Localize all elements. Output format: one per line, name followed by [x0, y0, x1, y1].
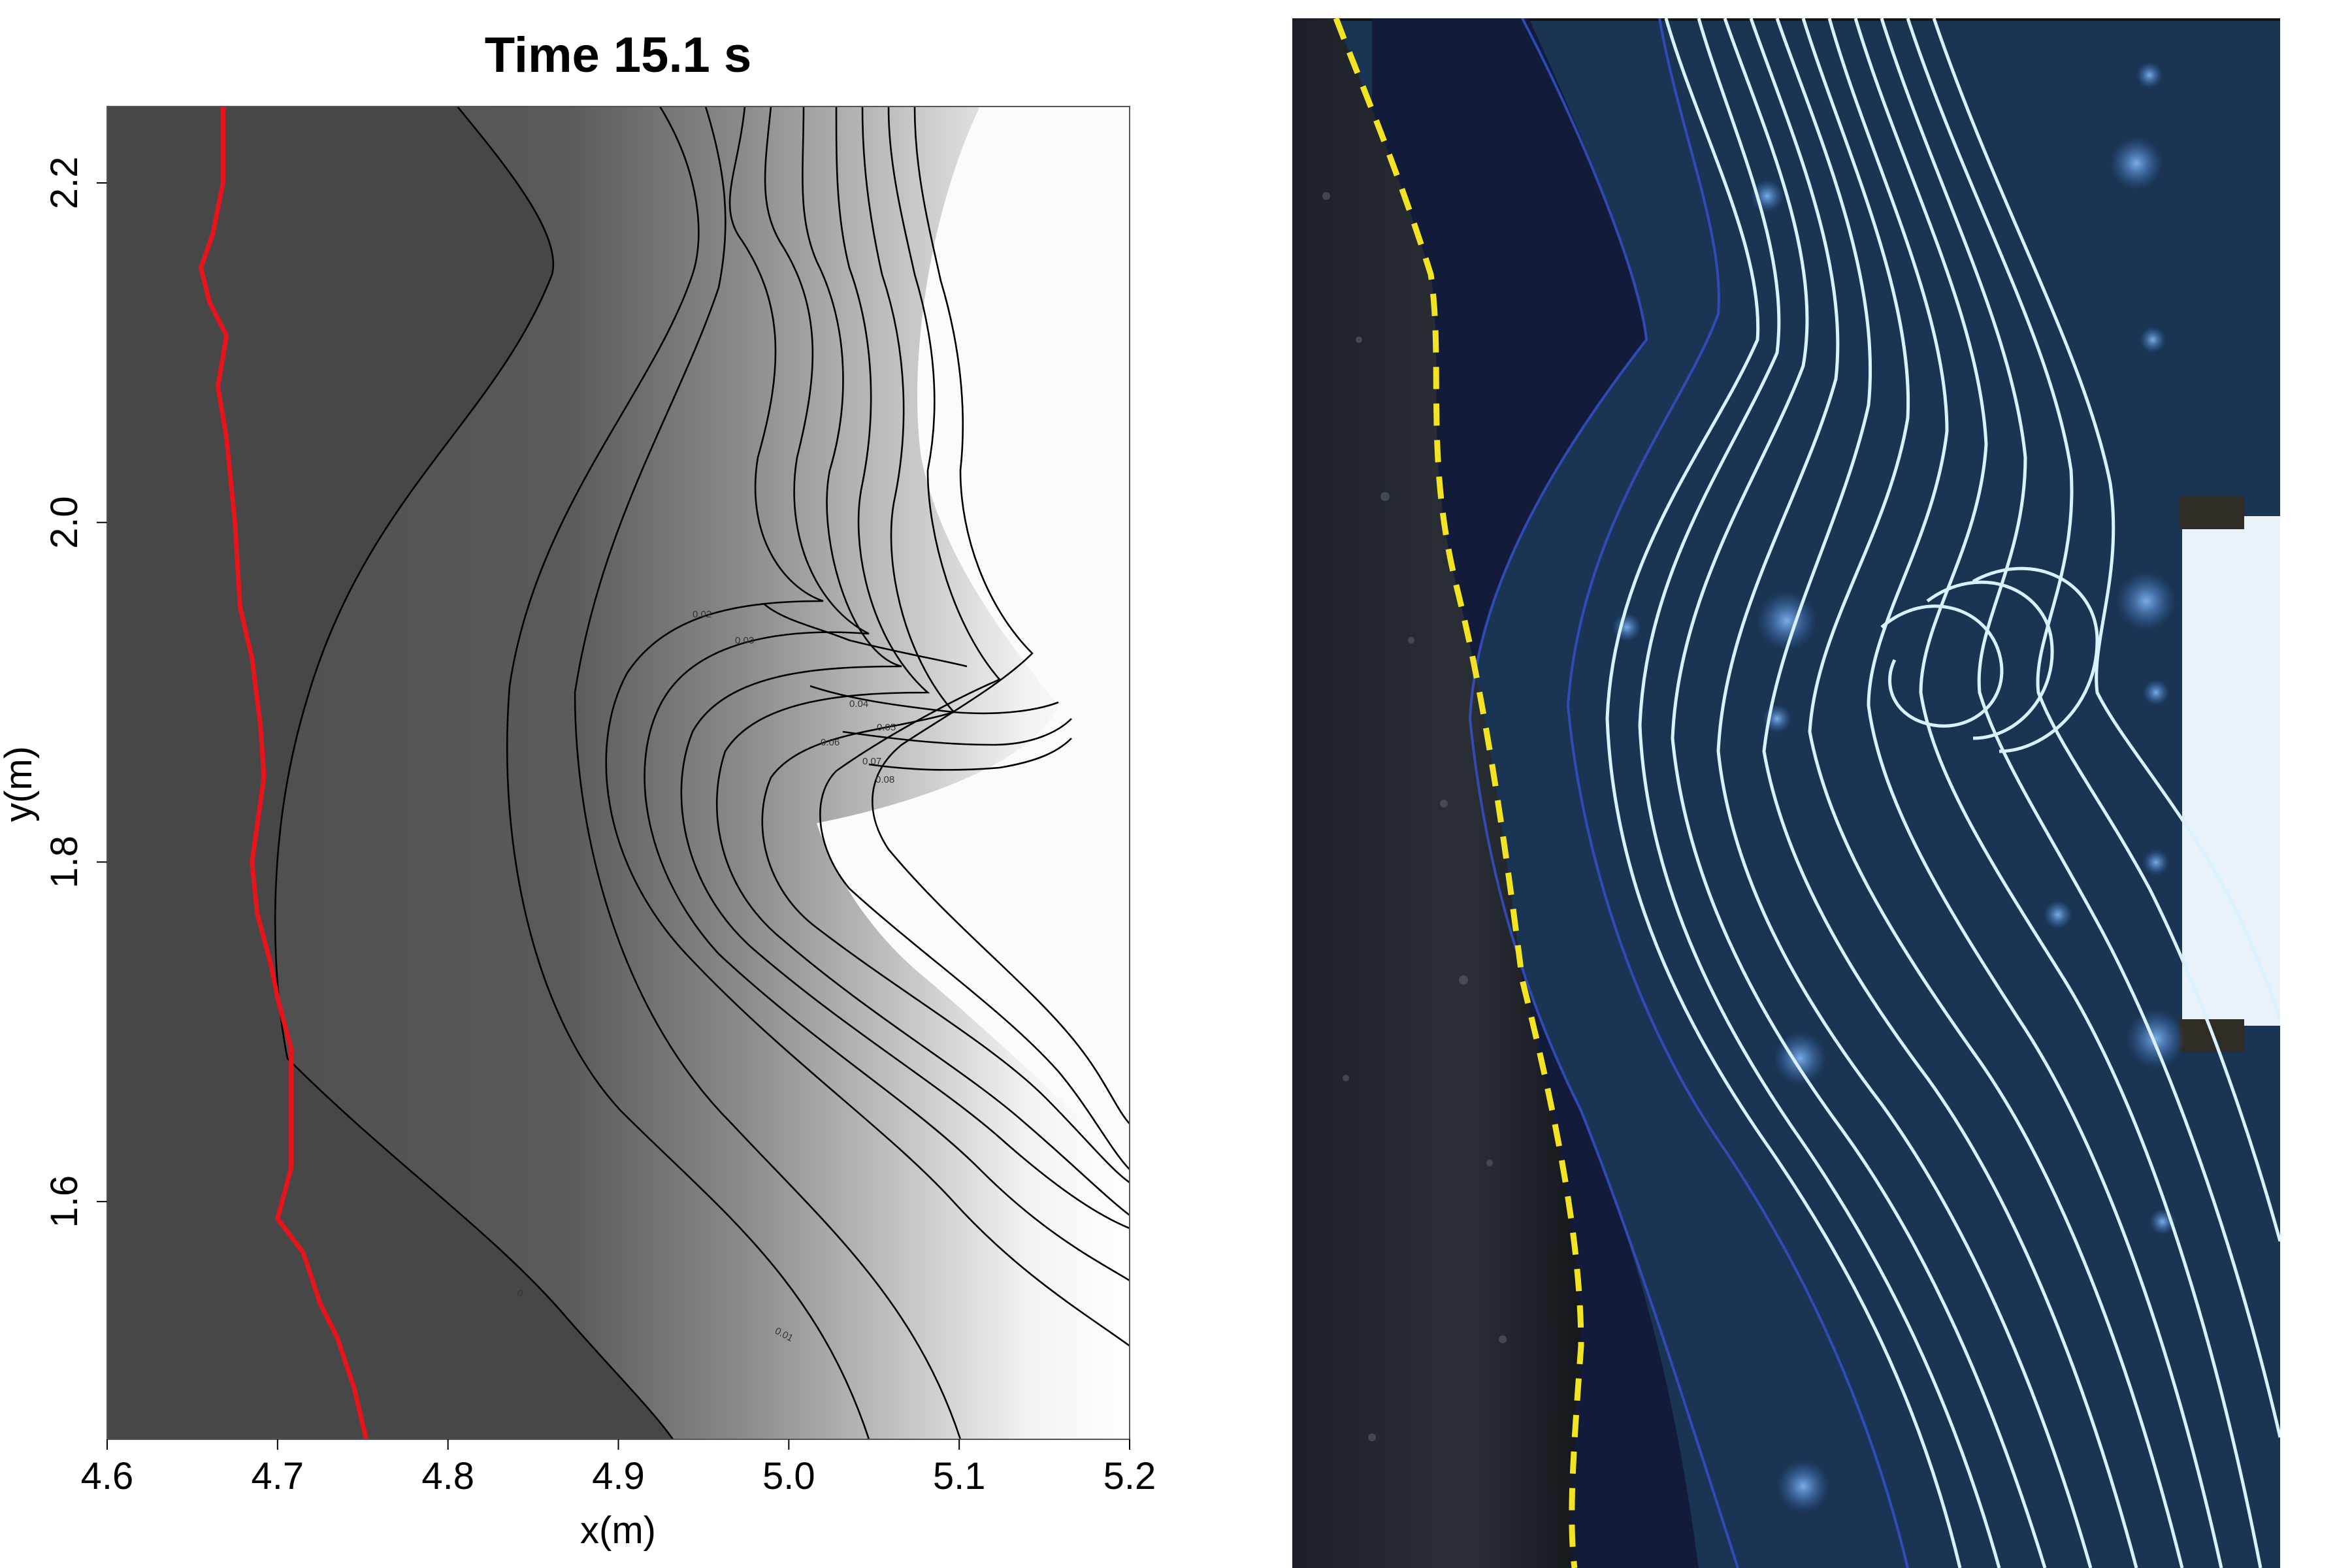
experiment-photo	[1292, 18, 2280, 1568]
photo-white-line	[1906, 18, 2280, 1242]
photo-white-line	[1716, 18, 2093, 1568]
contour-lines	[274, 106, 1130, 1439]
photo-white-line	[1671, 18, 2047, 1568]
y-axis: 1.6 1.8 2.0 2.2	[43, 157, 107, 1228]
contour-line	[715, 106, 1130, 1217]
plot-area: 0 0.01 0.02 0.03 0.04 0.05 0.06 0.07 0.0…	[107, 106, 1130, 1439]
contour-line	[764, 604, 968, 668]
light-spot	[2044, 900, 2072, 929]
light-spot	[2110, 137, 2163, 189]
x-tick-label: 4.6	[81, 1455, 134, 1497]
photo-white-line	[1854, 18, 2262, 1568]
y-tick-label: 1.6	[43, 1175, 86, 1228]
contour-label: 0.05	[877, 722, 896, 733]
rock-speck	[1486, 1160, 1493, 1166]
white-region	[817, 106, 1130, 1163]
rock-speck	[1459, 975, 1468, 985]
light-spot	[2143, 849, 2169, 875]
contour-line	[868, 738, 1072, 771]
photo-white-lines	[1605, 18, 2280, 1568]
contour-label: 0.02	[693, 609, 711, 620]
photo-white-line	[1801, 18, 2184, 1568]
contour-line	[680, 106, 1130, 1230]
photo-white-line	[1827, 18, 2223, 1568]
photo-top-bar	[1292, 18, 2280, 21]
x-tick-label: 5.0	[762, 1455, 815, 1497]
contour-line	[506, 106, 870, 1439]
x-tick-label: 5.1	[933, 1455, 986, 1497]
y-tick-label: 2.0	[43, 496, 86, 549]
rock-speck	[1343, 1075, 1349, 1081]
photo-blue-line	[1468, 18, 1739, 1568]
photo-blue-line	[1566, 18, 1909, 1568]
contour-line	[644, 106, 1130, 1282]
light-spot	[2117, 572, 2176, 630]
shoreline	[198, 106, 368, 1439]
light-spot	[1757, 591, 1816, 650]
contour-line	[605, 106, 1130, 1347]
y-axis-label: y(m)	[0, 746, 40, 822]
photo-white-line	[1880, 604, 2004, 728]
x-axis-label: x(m)	[580, 1509, 656, 1552]
photo-blue-lines	[1468, 18, 1909, 1568]
light-spot	[2140, 327, 2166, 353]
photo-white-line	[1638, 18, 2001, 1568]
photo-white-plate	[2182, 516, 2280, 1026]
contour-label: 0.04	[849, 698, 868, 710]
contour-line	[872, 106, 1130, 1124]
light-spot	[2127, 1009, 2185, 1068]
photo-white-line	[1972, 566, 2099, 753]
contour-label: 0.06	[821, 737, 840, 748]
contour-line	[761, 106, 1130, 1184]
photo-rock-texture	[1322, 192, 1507, 1441]
y-tick-label: 2.2	[43, 157, 86, 210]
rock-speck	[1440, 800, 1448, 808]
x-tick-label: 4.9	[592, 1455, 645, 1497]
x-tick-label: 4.8	[421, 1455, 474, 1497]
photo-rock	[1292, 18, 1581, 1568]
x-axis: 4.6 4.7 4.8 4.9 5.0 5.1 5.2	[81, 1439, 1156, 1497]
y-tick-label: 1.8	[43, 836, 86, 889]
rock-speck	[1368, 1433, 1376, 1441]
contour-line	[274, 106, 674, 1439]
light-spot	[1777, 1460, 1829, 1512]
contour-line	[574, 106, 962, 1439]
photo-white-line	[1605, 18, 1962, 1568]
contour-line	[842, 718, 1072, 746]
photo-yellow-boundary	[1333, 18, 1584, 1568]
x-tick-label: 5.2	[1103, 1455, 1156, 1497]
contour-label: 0.03	[735, 635, 754, 646]
contour-line	[819, 106, 1130, 1170]
light-spot	[2136, 62, 2163, 88]
photo-white-line	[1880, 18, 2280, 1438]
photo-plate-clamp	[2179, 497, 2244, 529]
photo-white-line	[1932, 18, 2280, 1020]
x-tick-label: 4.7	[252, 1455, 304, 1497]
rock-speck	[1380, 492, 1390, 501]
dry-region	[107, 106, 673, 1439]
photo-white-line	[1762, 18, 2138, 1568]
light-spot	[2143, 679, 2169, 706]
rock-speck	[1408, 637, 1414, 644]
contour-label: 0.08	[875, 774, 894, 785]
chart-title: Time 15.1 s	[485, 27, 751, 83]
rock-speck	[1499, 1335, 1507, 1343]
light-spot	[1774, 1032, 1826, 1085]
contour-line	[809, 685, 1059, 715]
contour-label: 0.07	[862, 756, 881, 767]
photo-white-line	[1926, 580, 2054, 740]
rock-speck	[1356, 336, 1362, 343]
rock-speck	[1322, 192, 1330, 200]
